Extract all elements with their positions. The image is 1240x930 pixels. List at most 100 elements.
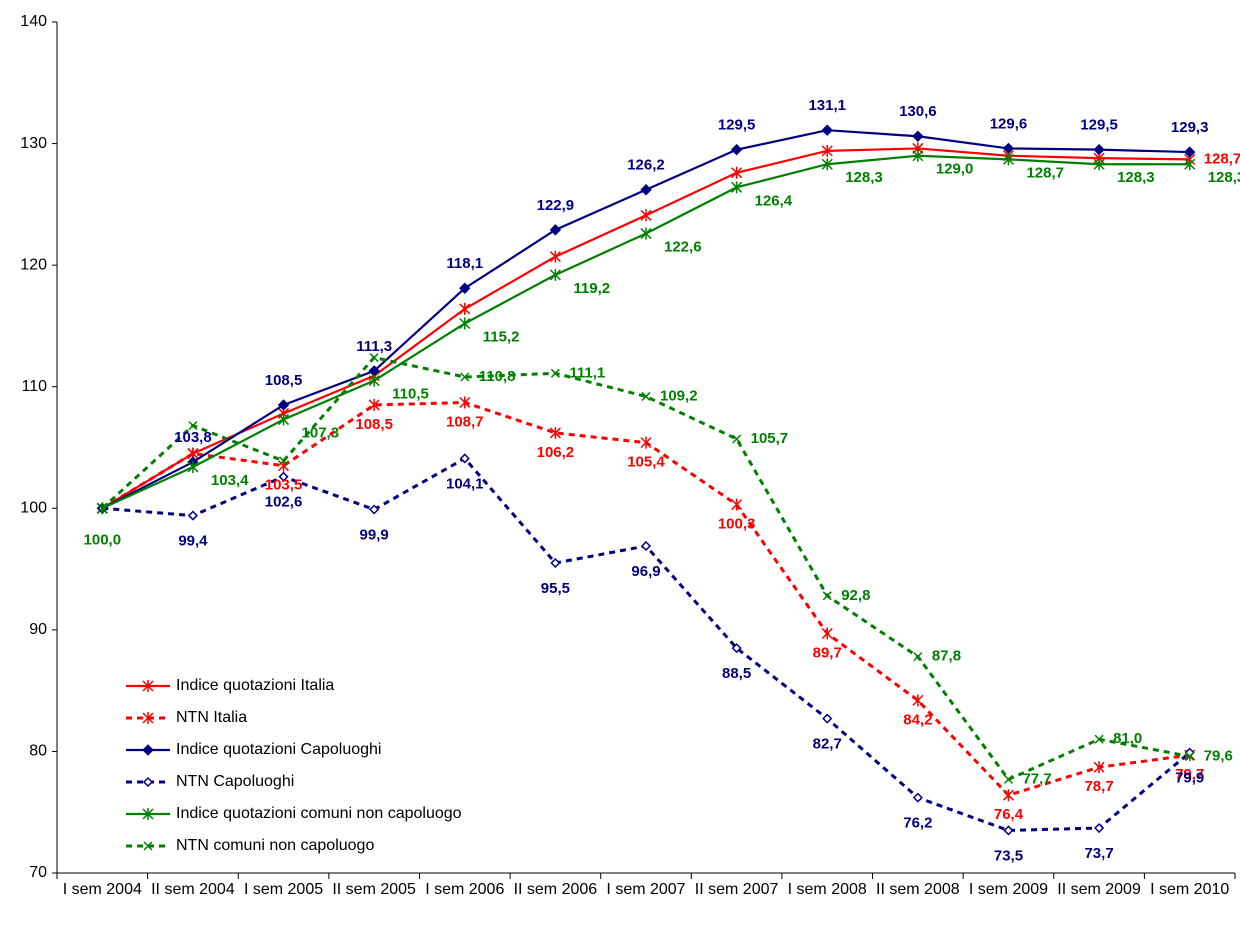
data-label: 128,7 bbox=[1026, 164, 1064, 181]
data-point bbox=[640, 227, 652, 240]
data-label: 76,4 bbox=[994, 806, 1024, 823]
data-point bbox=[459, 317, 471, 330]
data-label: 108,7 bbox=[446, 413, 484, 430]
data-point bbox=[822, 713, 833, 724]
data-point bbox=[1094, 822, 1105, 834]
data-point bbox=[369, 504, 380, 515]
data-point bbox=[640, 540, 652, 552]
data-label: 105,4 bbox=[627, 454, 665, 471]
data-point bbox=[278, 471, 289, 482]
legend-label: Indice quotazioni comuni non capoluogo bbox=[176, 805, 462, 822]
data-point bbox=[188, 421, 198, 431]
x-tick-label: II sem 2009 bbox=[1057, 881, 1141, 898]
data-label: 129,5 bbox=[1080, 117, 1118, 134]
data-label: 128,3 bbox=[1208, 169, 1240, 186]
x-tick-label: II sem 2008 bbox=[876, 881, 960, 898]
data-point bbox=[1185, 751, 1195, 761]
data-label: 111,1 bbox=[569, 364, 605, 381]
data-label: 95,5 bbox=[541, 580, 570, 597]
data-point bbox=[550, 557, 561, 569]
data-label: 100,0 bbox=[84, 531, 122, 548]
data-label: 100,3 bbox=[718, 516, 756, 533]
data-point bbox=[641, 391, 651, 401]
data-point bbox=[1093, 158, 1105, 171]
x-tick-label: I sem 2010 bbox=[1150, 881, 1230, 898]
data-label: 129,5 bbox=[718, 117, 756, 134]
data-point bbox=[549, 268, 561, 281]
x-tick-label: I sem 2006 bbox=[425, 881, 505, 898]
data-label: 128,3 bbox=[845, 169, 883, 186]
data-label: 104,1 bbox=[446, 475, 484, 492]
data-label: 103,4 bbox=[211, 472, 249, 489]
y-tick-label: 70 bbox=[29, 864, 47, 881]
data-label: 106,2 bbox=[537, 444, 575, 461]
data-label: 78,7 bbox=[1084, 778, 1113, 795]
data-label: 129,6 bbox=[990, 115, 1028, 132]
data-point bbox=[459, 282, 471, 294]
y-tick-label: 140 bbox=[20, 13, 47, 30]
data-label: 89,7 bbox=[813, 644, 842, 661]
data-point bbox=[1003, 825, 1014, 836]
data-point bbox=[1003, 774, 1013, 784]
x-tick-label: I sem 2008 bbox=[787, 881, 867, 898]
data-point bbox=[821, 627, 833, 640]
data-point bbox=[549, 250, 561, 263]
data-point bbox=[822, 591, 832, 601]
data-label: 76,2 bbox=[903, 815, 932, 832]
data-label: 73,7 bbox=[1084, 845, 1113, 862]
y-tick-label: 130 bbox=[20, 135, 47, 152]
data-point bbox=[912, 792, 923, 803]
data-label: 129,3 bbox=[1171, 119, 1209, 136]
data-point bbox=[640, 436, 652, 449]
data-label: 130,6 bbox=[899, 103, 937, 120]
data-point bbox=[368, 374, 380, 387]
data-label: 82,7 bbox=[813, 736, 842, 753]
data-label: 103,5 bbox=[265, 477, 303, 494]
data-label: 128,3 bbox=[1117, 169, 1155, 186]
data-label: 129,0 bbox=[936, 161, 974, 178]
data-label: 81,0 bbox=[1113, 730, 1142, 747]
data-point bbox=[459, 453, 470, 464]
y-tick-label: 110 bbox=[21, 378, 47, 395]
data-point bbox=[460, 372, 470, 382]
data-point bbox=[731, 498, 743, 511]
data-point bbox=[913, 652, 923, 662]
data-label: 105,7 bbox=[751, 430, 789, 447]
data-point bbox=[1183, 146, 1196, 158]
y-tick-label: 100 bbox=[20, 500, 47, 517]
data-label: 111,3 bbox=[356, 338, 392, 355]
data-point bbox=[369, 353, 379, 363]
data-label: 115,2 bbox=[483, 328, 520, 345]
legend: Indice quotazioni Italia NTN Italia Indice… bbox=[126, 677, 462, 854]
data-label: 110,8 bbox=[479, 368, 516, 385]
x-tick-label: II sem 2005 bbox=[332, 881, 416, 898]
data-point bbox=[1002, 153, 1014, 166]
data-point bbox=[821, 124, 833, 136]
data-label: 87,8 bbox=[932, 648, 961, 665]
data-label: 79,9 bbox=[1175, 770, 1204, 787]
data-label: 88,5 bbox=[722, 665, 751, 682]
data-point bbox=[459, 302, 471, 315]
x-tick-label: I sem 2005 bbox=[243, 881, 324, 898]
data-point bbox=[1094, 734, 1104, 744]
data-point bbox=[278, 413, 290, 426]
legend-label: NTN comuni non capoluogo bbox=[176, 837, 374, 854]
data-label: 103,8 bbox=[174, 429, 212, 446]
data-label: 110,5 bbox=[392, 386, 429, 403]
data-point bbox=[732, 434, 742, 444]
data-point bbox=[277, 399, 290, 411]
legend-label: NTN Italia bbox=[176, 709, 247, 726]
data-point bbox=[1093, 143, 1105, 156]
x-tick-label: II sem 2007 bbox=[694, 881, 779, 898]
data-point bbox=[640, 184, 652, 196]
data-point bbox=[549, 426, 561, 439]
legend-marker bbox=[142, 712, 154, 724]
data-point bbox=[1184, 158, 1196, 171]
x-tick-label: II sem 2006 bbox=[513, 881, 598, 898]
data-point bbox=[821, 144, 833, 157]
data-point bbox=[187, 510, 198, 521]
legend-label: Indice quotazioni Capoluoghi bbox=[176, 741, 381, 758]
data-label: 96,9 bbox=[631, 563, 660, 580]
data-point bbox=[97, 503, 107, 513]
